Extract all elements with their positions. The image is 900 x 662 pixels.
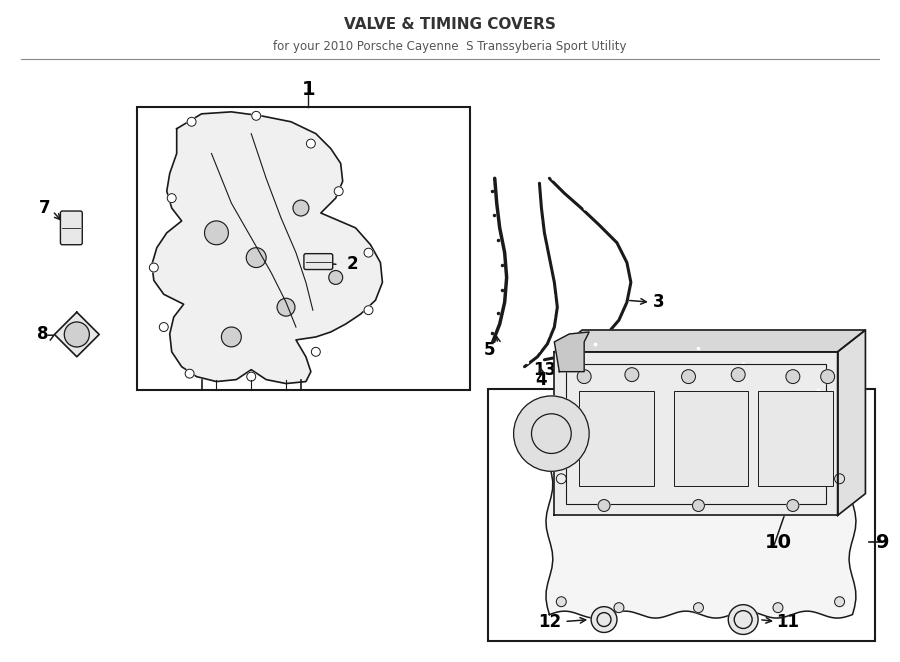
- Circle shape: [773, 468, 783, 478]
- Polygon shape: [838, 330, 866, 516]
- Circle shape: [591, 606, 617, 632]
- Text: 5: 5: [484, 341, 496, 359]
- Circle shape: [773, 602, 783, 612]
- Circle shape: [247, 248, 266, 267]
- Circle shape: [598, 500, 610, 512]
- Text: 1: 1: [302, 79, 315, 99]
- Text: 2: 2: [346, 255, 358, 273]
- Circle shape: [311, 348, 320, 356]
- Circle shape: [204, 221, 229, 245]
- Circle shape: [556, 474, 566, 484]
- Circle shape: [159, 322, 168, 332]
- Circle shape: [694, 602, 704, 612]
- Text: VALVE & TIMING COVERS: VALVE & TIMING COVERS: [344, 17, 556, 32]
- Circle shape: [834, 474, 844, 484]
- Polygon shape: [554, 332, 590, 371]
- Bar: [488, 389, 876, 641]
- Circle shape: [821, 369, 834, 383]
- Text: 3: 3: [652, 293, 664, 311]
- Bar: [580, 391, 653, 486]
- Circle shape: [556, 596, 566, 606]
- Bar: [758, 391, 832, 486]
- Text: 9: 9: [876, 533, 889, 551]
- Bar: [566, 363, 825, 504]
- Circle shape: [597, 612, 611, 626]
- Text: 7: 7: [39, 199, 50, 217]
- Circle shape: [734, 610, 752, 628]
- Circle shape: [692, 500, 705, 512]
- Polygon shape: [55, 312, 99, 357]
- Text: 8: 8: [37, 325, 49, 343]
- Circle shape: [514, 396, 590, 471]
- Circle shape: [681, 369, 696, 383]
- Circle shape: [252, 111, 261, 120]
- Circle shape: [64, 322, 89, 347]
- Bar: [673, 391, 748, 486]
- Circle shape: [834, 596, 844, 606]
- Circle shape: [247, 372, 256, 381]
- Text: 4: 4: [536, 371, 547, 389]
- Circle shape: [293, 200, 309, 216]
- Polygon shape: [152, 112, 382, 383]
- Circle shape: [149, 263, 158, 272]
- Circle shape: [532, 414, 572, 453]
- Circle shape: [277, 299, 295, 316]
- Circle shape: [187, 117, 196, 126]
- Circle shape: [185, 369, 194, 378]
- Text: 13: 13: [533, 361, 556, 379]
- Polygon shape: [554, 330, 866, 352]
- Circle shape: [614, 602, 624, 612]
- Circle shape: [306, 139, 315, 148]
- Text: for your 2010 Porsche Cayenne  S Transsyberia Sport Utility: for your 2010 Porsche Cayenne S Transsyb…: [274, 40, 626, 53]
- Circle shape: [728, 604, 758, 634]
- Circle shape: [364, 248, 373, 257]
- Text: 10: 10: [764, 533, 791, 551]
- Circle shape: [577, 369, 591, 383]
- Circle shape: [625, 367, 639, 381]
- Circle shape: [334, 187, 343, 196]
- Circle shape: [364, 306, 373, 314]
- Circle shape: [328, 271, 343, 285]
- Polygon shape: [546, 462, 856, 618]
- Circle shape: [787, 500, 799, 512]
- Circle shape: [786, 369, 800, 383]
- Circle shape: [694, 468, 704, 478]
- Circle shape: [732, 367, 745, 381]
- FancyBboxPatch shape: [304, 254, 333, 269]
- FancyBboxPatch shape: [60, 211, 82, 245]
- Bar: [137, 107, 470, 389]
- Circle shape: [221, 327, 241, 347]
- Text: 6: 6: [802, 414, 814, 432]
- Circle shape: [614, 468, 624, 478]
- Text: 12: 12: [538, 612, 561, 630]
- Text: 11: 11: [777, 612, 799, 630]
- Polygon shape: [554, 352, 838, 516]
- Circle shape: [167, 194, 176, 203]
